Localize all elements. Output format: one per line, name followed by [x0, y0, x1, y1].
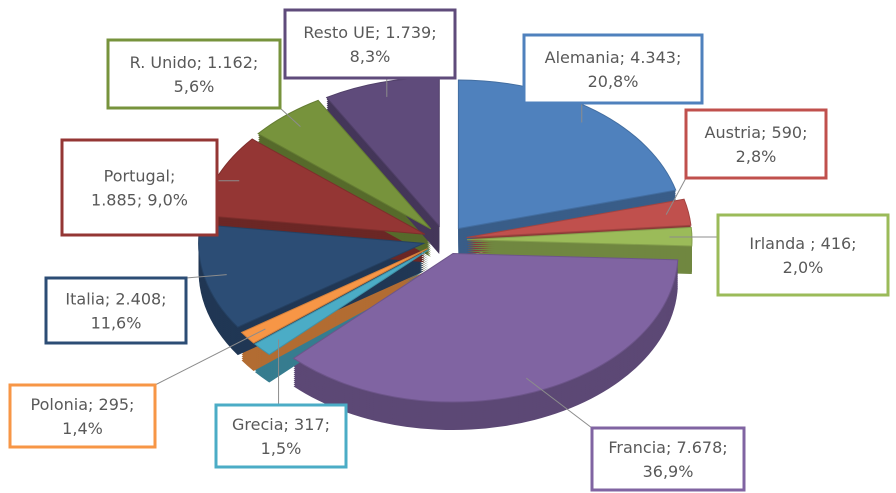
label-box [8, 383, 157, 449]
data-label: Francia; 7.678; 36,9% [608, 438, 727, 481]
data-label-line: Italia; 2.408; [65, 289, 166, 308]
data-label-line: Resto UE; 1.739; [303, 23, 436, 42]
data-label: Grecia; 317; 1,5% [232, 415, 330, 458]
data-label-line: Austria; 590; [705, 123, 808, 142]
data-label: Italia; 2.408; 11,6% [65, 289, 166, 332]
label-box [684, 108, 828, 180]
data-label-line: Alemania; 4.343; [545, 48, 682, 67]
data-label-line: R. Unido; 1.162; [130, 53, 259, 72]
data-label: R. Unido; 1.162; 5,6% [130, 53, 259, 96]
data-label: Polonia; 295; 1,4% [31, 395, 135, 438]
data-label-line: Francia; 7.678; [608, 438, 727, 457]
data-label-line: 8,3% [350, 47, 391, 66]
data-label-line: Grecia; 317; [232, 415, 330, 434]
label-box [106, 38, 282, 110]
label-box [214, 403, 348, 469]
leader-line [665, 177, 687, 215]
slice [257, 99, 432, 230]
leader-line [279, 107, 301, 128]
data-label-line: Polonia; 295; [31, 395, 135, 414]
leader-line [154, 328, 266, 386]
data-label-line: 1,4% [62, 419, 103, 438]
data-label-line: 11,6% [91, 313, 142, 332]
data-label-line: 1.885; 9,0% [91, 190, 188, 209]
data-label-line: 2,0% [783, 258, 824, 277]
data-label: Portugal; 1.885; 9,0% [91, 166, 188, 209]
label-box [60, 138, 219, 237]
label-box [590, 426, 746, 492]
data-label: Austria; 590; 2,8% [705, 123, 808, 166]
data-label-line: 2,8% [736, 147, 777, 166]
data-label-line: 1,5% [261, 439, 302, 458]
data-label: Irlanda ; 416; 2,0% [749, 234, 856, 277]
label-box [716, 213, 890, 297]
label-box [522, 33, 704, 105]
data-label-line: 5,6% [174, 77, 215, 96]
slice [466, 198, 692, 239]
leader-line [525, 377, 593, 429]
data-label: Alemania; 4.343; 20,8% [545, 48, 682, 91]
slice [253, 249, 429, 356]
data-label-line: Portugal; [104, 166, 176, 185]
data-label-line: 36,9% [643, 462, 694, 481]
label-box [283, 8, 457, 80]
label-box [44, 276, 188, 345]
data-label-line: 20,8% [588, 72, 639, 91]
slice [457, 79, 677, 230]
slice [292, 253, 679, 403]
leader-line [185, 274, 227, 279]
data-label-line: Irlanda ; 416; [749, 234, 856, 253]
data-label: Resto UE; 1.739; 8,3% [303, 23, 436, 66]
